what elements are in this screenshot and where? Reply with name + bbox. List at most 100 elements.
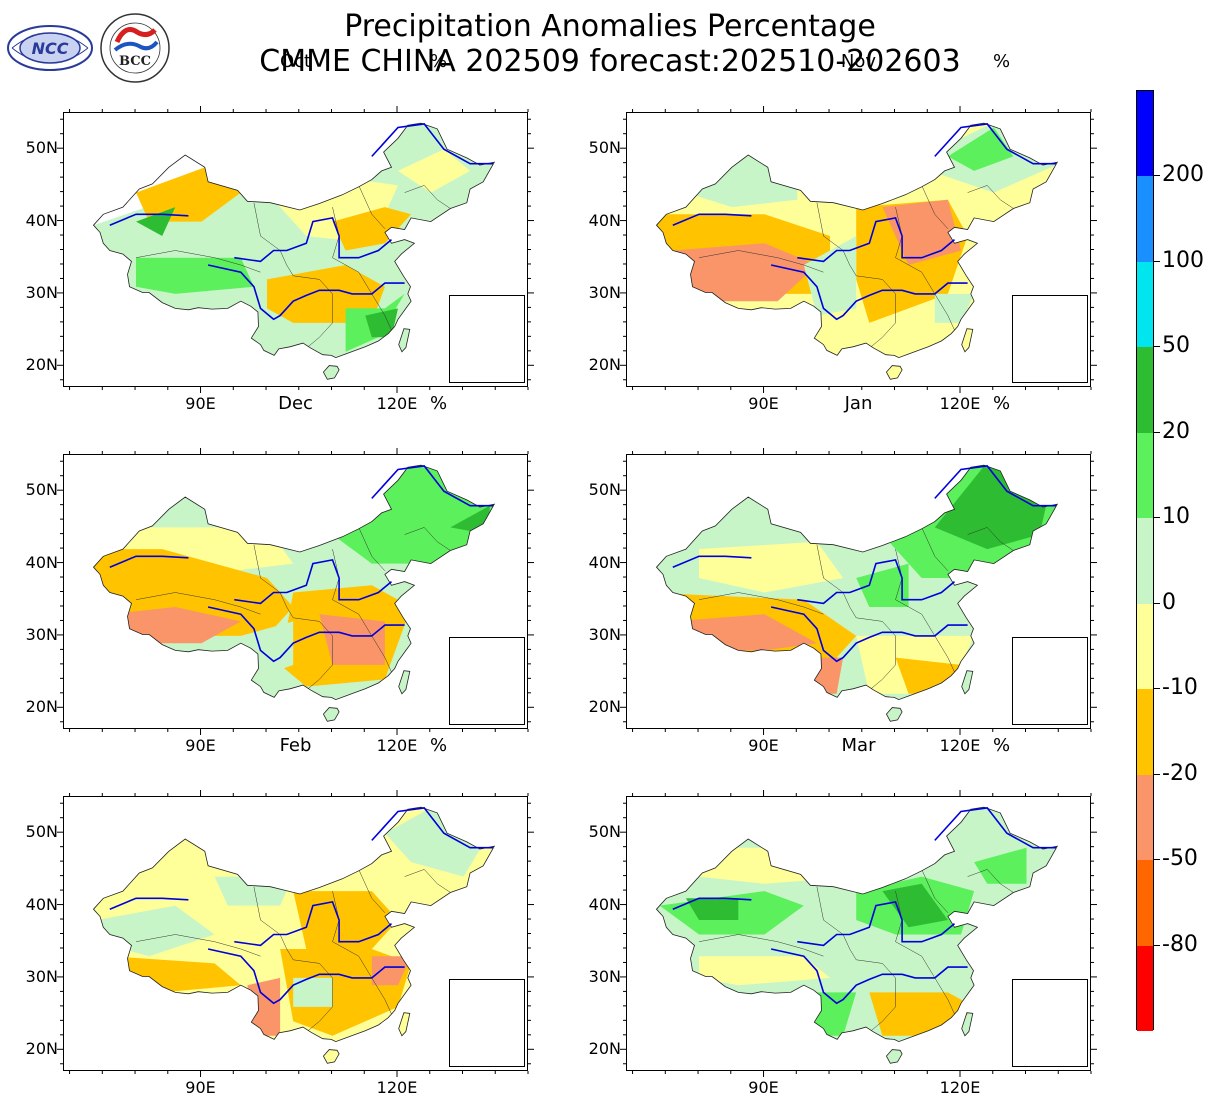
lat-label: 30N	[588, 282, 621, 302]
lon-label: 90E	[185, 394, 216, 413]
anomaly-region	[699, 541, 844, 593]
south-china-sea-inset	[1012, 295, 1088, 383]
lon-label: 120E	[376, 394, 418, 413]
map-panel-feb: Feb% 50N 40N 30N 20N 90E 120E	[0, 735, 540, 1097]
river	[207, 264, 405, 321]
river	[234, 216, 393, 263]
anomaly-region	[803, 236, 857, 316]
river	[234, 558, 393, 605]
province-border	[135, 934, 261, 957]
province-border	[921, 869, 949, 913]
colorbar-segment	[1137, 774, 1153, 861]
panel-title: Oct	[279, 51, 312, 72]
lon-label: 90E	[748, 1078, 779, 1097]
province-border	[698, 934, 824, 957]
colorbar-tick	[1154, 517, 1160, 519]
lat-label: 20N	[25, 1039, 58, 1059]
panel-title: Dec	[278, 393, 313, 414]
colorbar-label: -80	[1162, 931, 1198, 957]
map-panel-nov: Nov% 50N 40N 30N 20N 90E 120E	[563, 51, 1103, 413]
anomaly-region	[398, 149, 471, 193]
colorbar-tick	[1154, 602, 1160, 604]
lat-label: 40N	[588, 894, 621, 914]
province-border	[404, 869, 451, 893]
lat-label: 50N	[588, 822, 621, 842]
river	[672, 555, 752, 568]
country-outline	[961, 328, 974, 353]
colorbar-tick	[1154, 944, 1160, 946]
colorbar-segment	[1137, 91, 1153, 177]
province-border	[358, 869, 386, 913]
map-frame	[626, 112, 1091, 387]
lat-label: 20N	[588, 1039, 621, 1059]
axis-ticks	[620, 106, 1097, 393]
river	[770, 606, 968, 663]
lat-label: 50N	[25, 480, 58, 500]
axis-ticks	[57, 106, 534, 393]
colorbar-tick	[1154, 346, 1160, 348]
province-border	[967, 527, 1014, 551]
province-border	[698, 592, 824, 615]
anomaly-region	[856, 563, 909, 607]
river	[770, 948, 968, 1005]
colorbar-segment	[1137, 945, 1153, 1032]
lon-label: 120E	[939, 736, 981, 755]
river	[797, 558, 956, 605]
colorbar-label: 0	[1162, 589, 1176, 615]
figure-title: Precipitation Anomalies Percentage	[344, 9, 876, 44]
map-panel-jan: Jan% 50N 40N 30N 20N 90E 120E	[563, 393, 1103, 755]
panel-title: Feb	[279, 735, 312, 756]
lon-label: 90E	[748, 736, 779, 755]
country-outline	[885, 707, 903, 722]
anomaly-region	[672, 243, 817, 302]
map-panel-dec: Dec% 50N 40N 30N 20N 90E 120E	[0, 393, 540, 755]
panel-unit: %	[430, 51, 448, 72]
colorbar-segment	[1137, 347, 1153, 434]
anomaly-region	[974, 847, 1027, 884]
lat-label: 20N	[588, 697, 621, 717]
lat-label: 40N	[25, 552, 58, 572]
map-frame	[63, 796, 528, 1071]
ncc-logo: NCC	[7, 25, 93, 71]
south-china-sea-inset	[1012, 979, 1088, 1067]
lat-label: 30N	[25, 624, 58, 644]
anomaly-region	[699, 956, 830, 986]
river	[371, 123, 493, 165]
panel-unit: %	[993, 51, 1011, 72]
colorbar	[1136, 90, 1154, 1032]
lat-label: 50N	[25, 822, 58, 842]
south-china-sea-inset	[449, 979, 525, 1067]
panel-title: Jan	[844, 393, 873, 414]
colorbar-tick	[1154, 859, 1160, 861]
colorbar-segment	[1137, 603, 1153, 690]
lon-label: 120E	[376, 1078, 418, 1097]
province-border	[967, 869, 1014, 893]
map-panel-oct: Oct% 50N 40N 30N 20N 90E 120E	[0, 51, 540, 413]
country-outline	[655, 806, 1059, 1043]
south-china-sea-inset	[449, 295, 525, 383]
lon-label: 120E	[939, 1078, 981, 1097]
colorbar-label: -50	[1162, 846, 1198, 872]
province-border	[293, 959, 333, 1033]
anomaly-region	[947, 127, 1014, 171]
province-border	[358, 185, 386, 229]
precip-anomaly-map	[92, 806, 496, 1064]
colorbar-label: -20	[1162, 760, 1198, 786]
precip-anomaly-map	[655, 464, 1059, 722]
river	[797, 900, 956, 947]
country-outline	[885, 1049, 903, 1064]
colorbar-tick	[1154, 175, 1160, 177]
province-border	[921, 527, 949, 571]
lat-label: 40N	[588, 210, 621, 230]
country-outline	[92, 806, 496, 1043]
anomaly-region	[136, 257, 254, 294]
river	[672, 213, 752, 226]
lat-label: 20N	[25, 355, 58, 375]
province-border	[293, 617, 333, 691]
lat-label: 20N	[588, 355, 621, 375]
lat-label: 20N	[25, 697, 58, 717]
lon-label: 120E	[939, 394, 981, 413]
river	[234, 900, 393, 947]
axis-ticks	[620, 790, 1097, 1077]
river	[207, 606, 405, 663]
